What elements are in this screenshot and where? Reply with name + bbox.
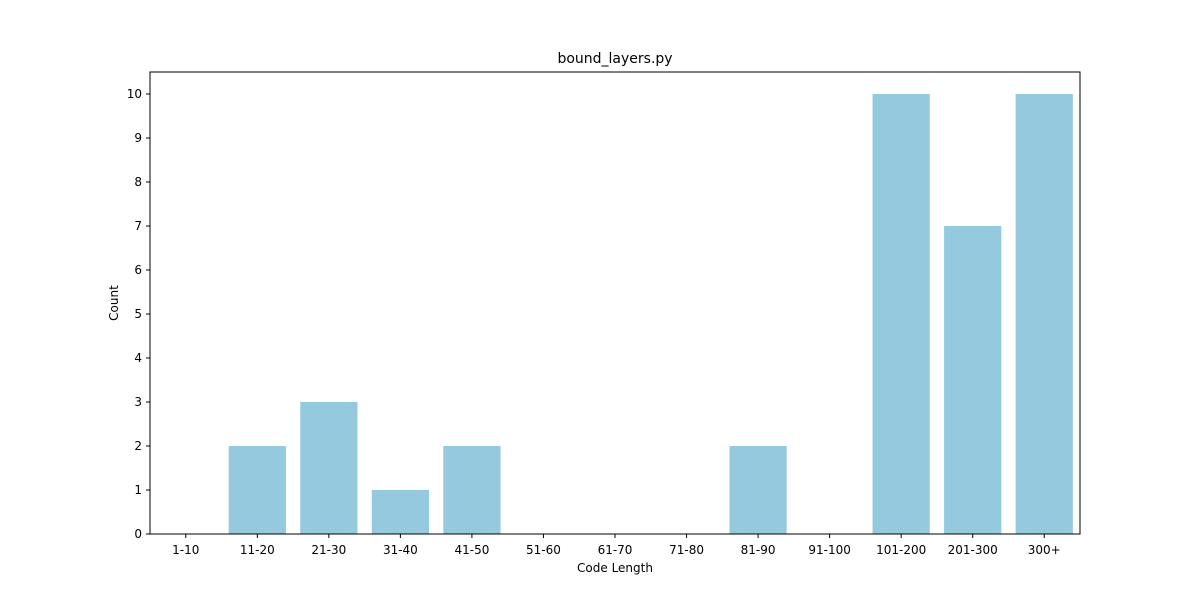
- x-tick-label: 101-200: [876, 543, 926, 557]
- y-tick-label: 3: [134, 395, 142, 409]
- x-axis-ticks: 1-10 11-20 21-30 31-40 41-50 51-60 61-70 71-80 8…: [172, 534, 1061, 557]
- y-tick-label: 1: [134, 483, 142, 497]
- x-tick-label: 300+: [1028, 543, 1061, 557]
- bar-101-200: [872, 94, 930, 534]
- y-tick-label: 10: [127, 87, 142, 101]
- y-tick-label: 8: [134, 175, 142, 189]
- y-tick-label: 0: [134, 527, 142, 541]
- bar-81-90: [729, 446, 787, 534]
- x-tick-label: 51-60: [526, 543, 561, 557]
- bar-300+: [1015, 94, 1073, 534]
- y-tick-label: 6: [134, 263, 142, 277]
- y-axis-label: Count: [107, 285, 121, 321]
- bar-11-20: [228, 446, 286, 534]
- y-axis-ticks: 0 1 2 3 4 5 6 7 8 9 10: [127, 87, 150, 541]
- x-tick-label: 81-90: [741, 543, 776, 557]
- x-tick-label: 11-20: [240, 543, 275, 557]
- x-tick-label: 1-10: [172, 543, 199, 557]
- x-tick-label: 61-70: [598, 543, 633, 557]
- x-tick-label: 31-40: [383, 543, 418, 557]
- x-tick-label: 71-80: [669, 543, 704, 557]
- bar-41-50: [443, 446, 501, 534]
- y-tick-label: 9: [134, 131, 142, 145]
- y-tick-label: 4: [134, 351, 142, 365]
- bars-group: [228, 94, 1073, 534]
- x-axis-label: Code Length: [577, 561, 653, 575]
- chart-title: bound_layers.py: [557, 51, 672, 67]
- bar-201-300: [944, 226, 1002, 534]
- y-tick-label: 5: [134, 307, 142, 321]
- x-tick-label: 21-30: [311, 543, 346, 557]
- bar-31-40: [371, 490, 429, 534]
- bar-21-30: [300, 402, 358, 534]
- x-tick-label: 41-50: [454, 543, 489, 557]
- x-tick-label: 201-300: [948, 543, 998, 557]
- y-tick-label: 2: [134, 439, 142, 453]
- x-tick-label: 91-100: [808, 543, 851, 557]
- y-tick-label: 7: [134, 219, 142, 233]
- plot-area-frame: [149, 71, 1081, 535]
